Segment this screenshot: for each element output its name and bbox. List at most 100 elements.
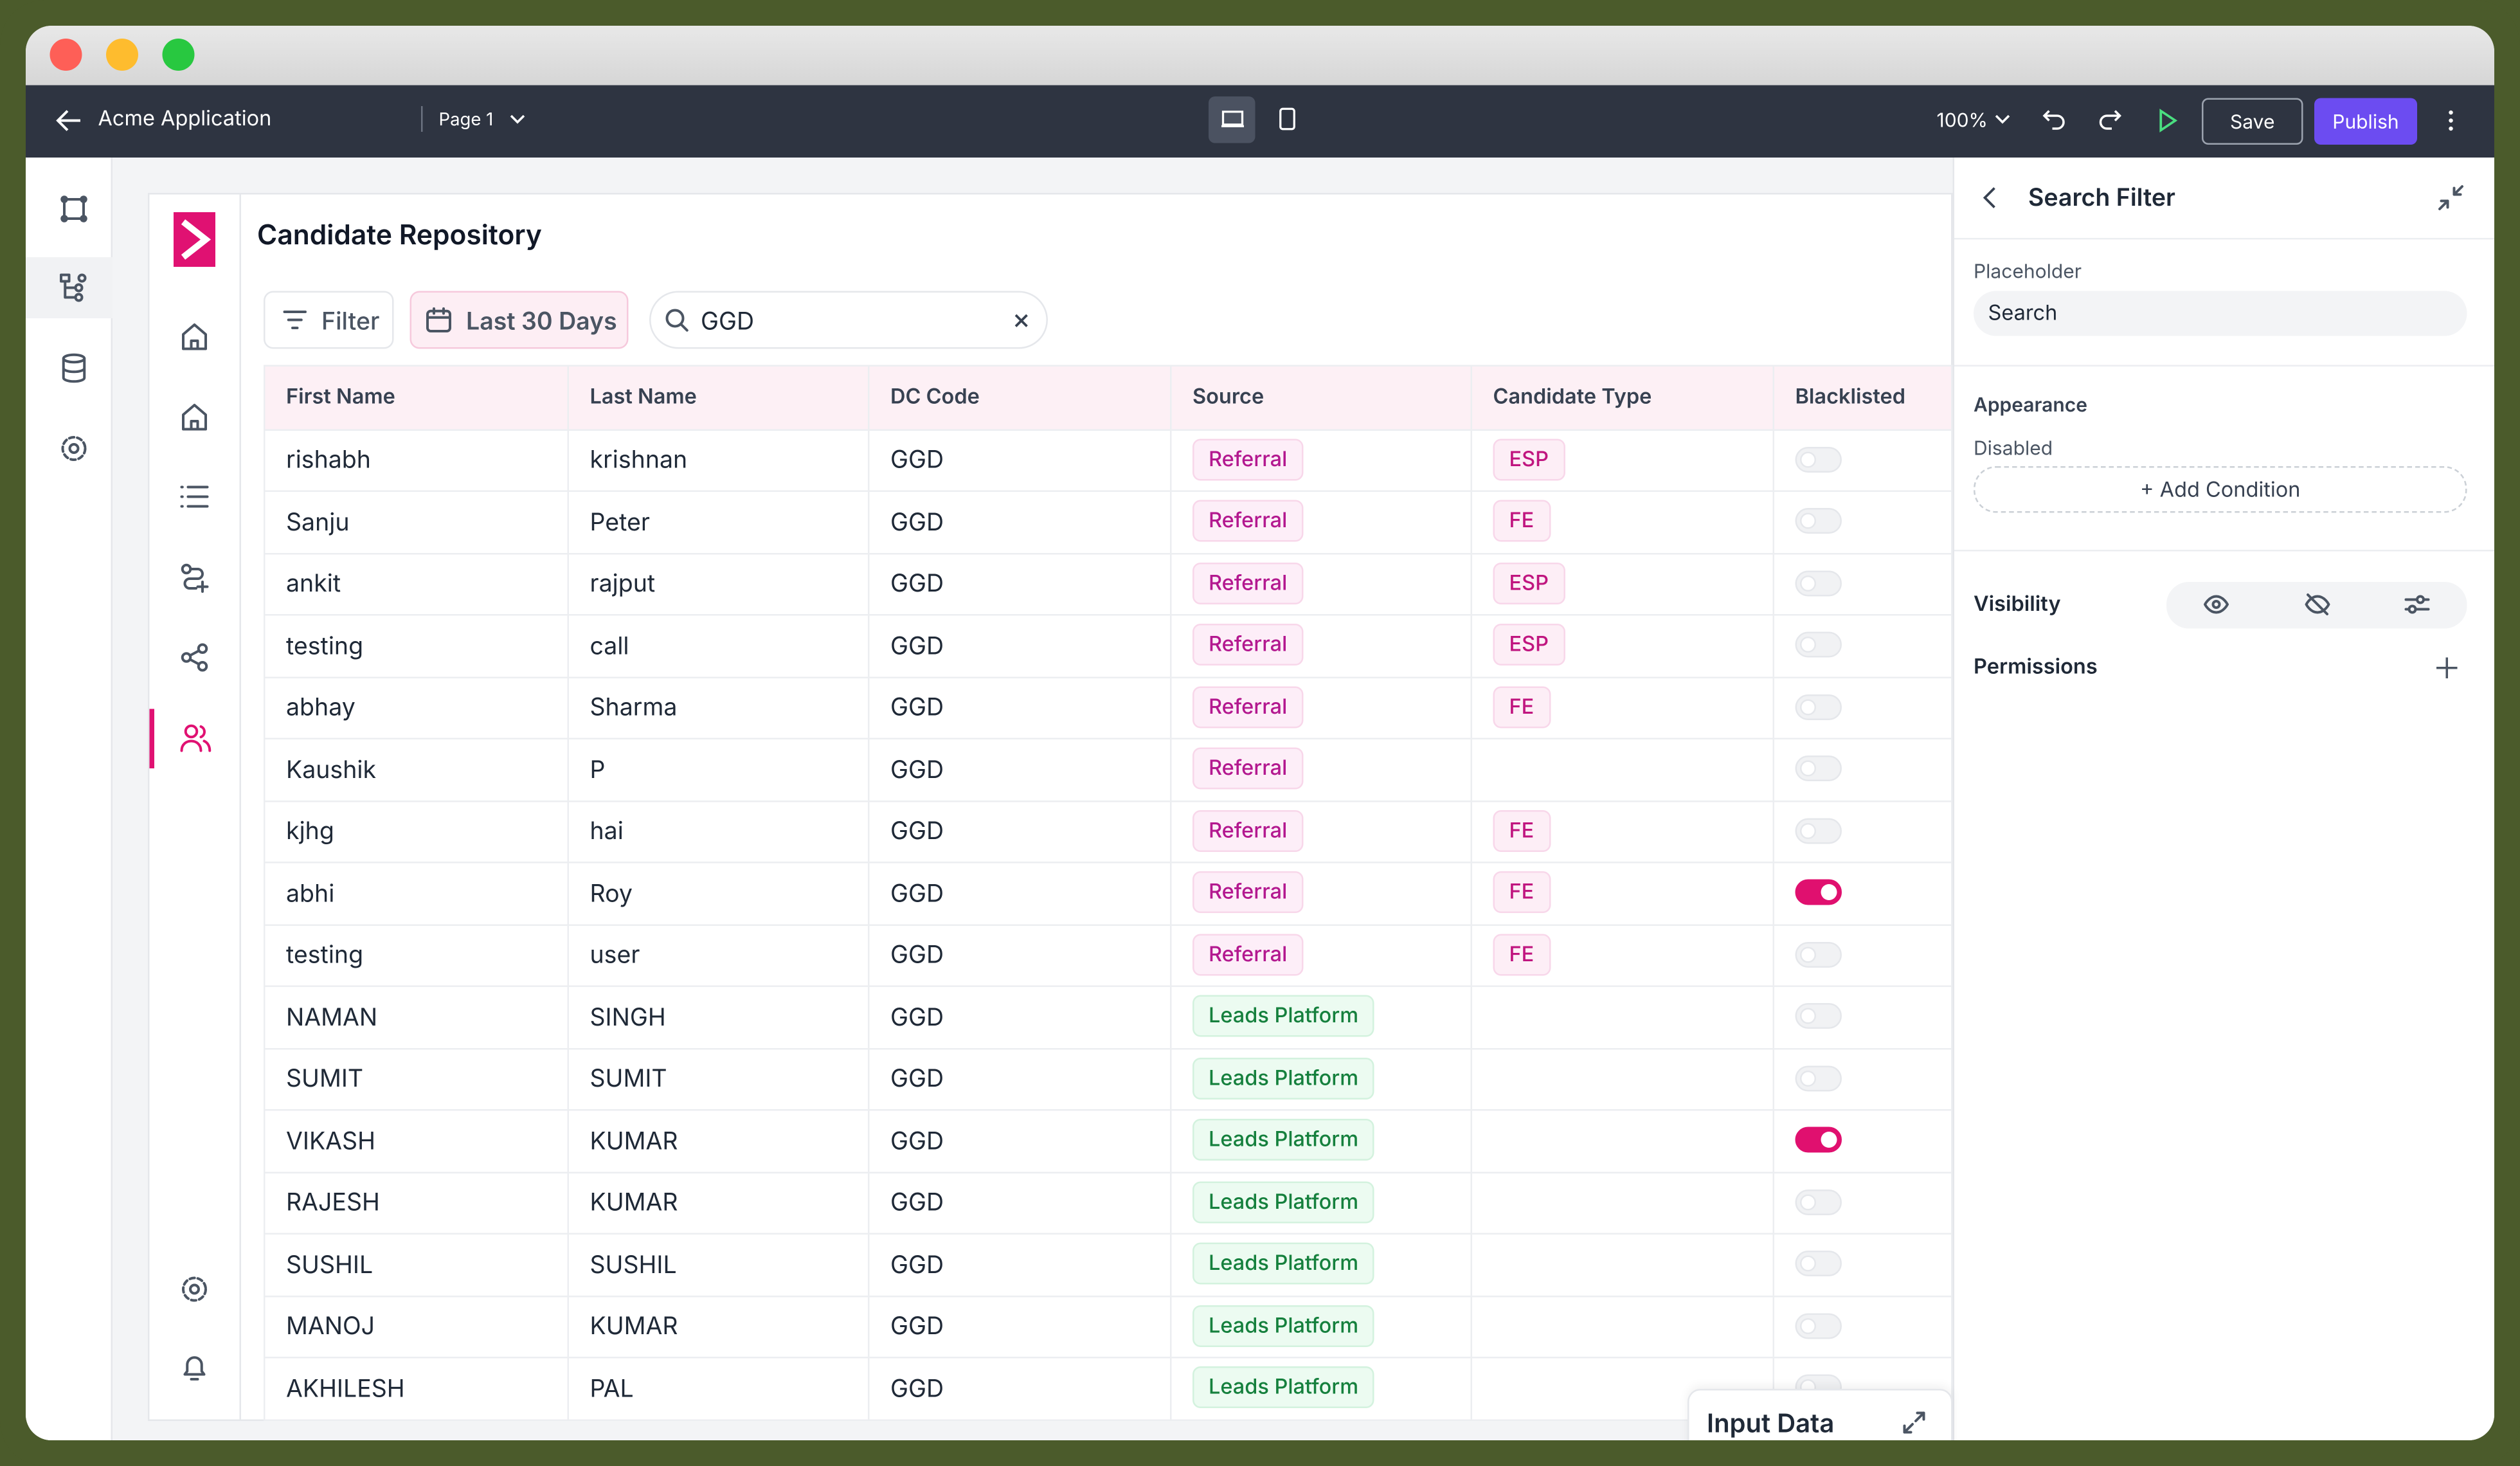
cell: Referral (1172, 428, 1472, 491)
list-icon[interactable] (180, 484, 209, 510)
route-icon[interactable] (180, 563, 209, 593)
cell (1472, 1047, 1774, 1109)
toggle[interactable] (1795, 508, 1842, 534)
toggle-knob (1800, 575, 1816, 592)
back-icon[interactable] (55, 108, 84, 134)
toggle[interactable] (1795, 941, 1842, 968)
app-sidebar (150, 194, 241, 1420)
toggle[interactable] (1795, 1312, 1842, 1339)
toggle[interactable] (1795, 756, 1842, 782)
visible-option[interactable] (2204, 595, 2229, 614)
source-badge: Leads Platform (1192, 1181, 1375, 1223)
cell: GGD (870, 799, 1172, 862)
cell: ESP (1472, 552, 1774, 614)
placeholder-input[interactable] (1974, 291, 2467, 336)
publish-button[interactable]: Publish (2314, 98, 2417, 145)
page-select[interactable]: Page 1 (438, 107, 494, 131)
database-icon[interactable] (61, 353, 87, 383)
cell (1774, 1295, 1951, 1357)
cell: testing (266, 614, 569, 676)
title-bar (26, 26, 2494, 86)
expand-icon[interactable] (1903, 1411, 1925, 1434)
mobile-view[interactable] (1279, 107, 1295, 131)
toggle-knob (1800, 1256, 1816, 1272)
panel-title: Search Filter (2028, 181, 2175, 212)
table-row: abhay Sharma GGD Referral FE (265, 676, 1951, 739)
save-button[interactable]: Save (2202, 98, 2303, 145)
table-row: abhi Roy GGD Referral FE (265, 862, 1951, 925)
table-row: Kaushik P GGD Referral (265, 738, 1951, 802)
conditional-option[interactable] (2404, 593, 2430, 616)
toggle[interactable] (1795, 817, 1842, 844)
table-row: AKHILESH PAL GGD Leads Platform (265, 1357, 1951, 1420)
toggle[interactable] (1795, 1189, 1842, 1215)
toggle[interactable] (1795, 1003, 1842, 1029)
redo[interactable] (2099, 109, 2121, 130)
cell: Referral (1172, 676, 1472, 738)
settings-icon[interactable] (60, 434, 89, 463)
cell: Referral (1172, 799, 1472, 862)
table-row: MANOJ KUMAR GGD Leads Platform (265, 1294, 1951, 1359)
collapse-icon[interactable] (2438, 185, 2464, 211)
toggle[interactable] (1795, 570, 1842, 596)
cell (1774, 614, 1951, 676)
properties-panel (1952, 158, 2494, 1440)
cell: Referral (1172, 923, 1472, 986)
play[interactable] (2159, 108, 2178, 133)
settings-icon[interactable] (180, 1275, 209, 1304)
cell: GGD (870, 923, 1172, 986)
desktop-view[interactable] (1209, 96, 1256, 143)
toggle[interactable] (1795, 1065, 1842, 1091)
date-range-button[interactable] (410, 291, 629, 349)
cell: GGD (870, 552, 1172, 614)
table-row: rishabh krishnan GGD Referral ESP (265, 428, 1951, 492)
panel-back[interactable] (1983, 186, 1996, 209)
add-permission[interactable] (2436, 657, 2458, 679)
cell: Sanju (266, 490, 569, 552)
toggle-knob (1800, 1193, 1816, 1210)
toggle[interactable] (1795, 694, 1842, 720)
source-badge: Referral (1192, 624, 1304, 666)
home-icon[interactable] (180, 402, 209, 431)
tree-icon[interactable] (60, 273, 89, 302)
table-row: SUMIT SUMIT GGD Leads Platform (265, 1047, 1951, 1111)
cell: FE (1472, 923, 1774, 986)
bell-icon[interactable] (182, 1353, 208, 1382)
column-header: Candidate Type (1472, 366, 1774, 429)
toggle[interactable] (1795, 1251, 1842, 1277)
filter-button[interactable] (264, 291, 394, 349)
minimize-button[interactable] (106, 39, 138, 71)
zoom[interactable]: 100% (1936, 107, 1988, 132)
cell: FE (1472, 862, 1774, 924)
add-condition[interactable]: + Add Condition (1974, 466, 2467, 513)
close-button[interactable] (50, 39, 82, 71)
cell: Leads Platform (1172, 1047, 1472, 1109)
undo[interactable] (2042, 109, 2066, 130)
more-menu[interactable] (2448, 109, 2454, 132)
logo (174, 212, 215, 267)
home-icon[interactable] (180, 321, 209, 350)
cell: GGD (870, 738, 1172, 800)
source-badge: Leads Platform (1192, 1366, 1375, 1409)
hidden-option[interactable] (2305, 593, 2330, 616)
toggle[interactable] (1795, 446, 1842, 473)
share-icon[interactable] (180, 643, 209, 672)
toggle[interactable] (1795, 632, 1842, 658)
cell: ankit (266, 552, 569, 614)
cell: rajput (569, 552, 870, 614)
table-row: VIKASH KUMAR GGD Leads Platform (265, 1109, 1951, 1173)
maximize-button[interactable] (162, 39, 195, 71)
toggle[interactable] (1795, 1127, 1842, 1154)
users-icon[interactable] (180, 723, 212, 752)
clear-search[interactable] (1014, 314, 1029, 329)
search-input[interactable] (649, 291, 1048, 349)
toggle[interactable] (1795, 880, 1842, 906)
source-badge: Leads Platform (1192, 995, 1375, 1038)
frame-icon[interactable] (60, 195, 89, 224)
source-badge: Leads Platform (1192, 1057, 1375, 1100)
toggle-knob (1800, 946, 1816, 963)
column-header: DC Code (870, 366, 1172, 429)
cell: Leads Platform (1172, 1357, 1472, 1419)
field-label: Placeholder (1974, 258, 2082, 283)
